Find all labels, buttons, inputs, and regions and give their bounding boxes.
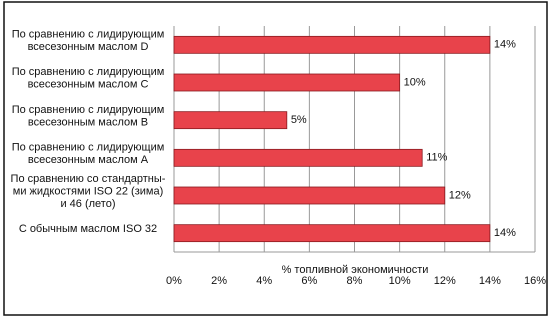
y-tick-label: всесезонным маслом A — [28, 154, 149, 166]
x-axis-label: % топливной экономичности — [282, 264, 429, 276]
bar — [173, 73, 401, 92]
y-tick-label: С обычным маслом ISO 32 — [19, 223, 157, 235]
y-tick-label: По сравнению с лидирующим — [12, 141, 165, 153]
value-label: 5% — [291, 114, 307, 126]
x-tick-label: 16% — [524, 275, 546, 287]
y-tick-label: По сравнению с лидирующим — [12, 28, 165, 40]
y-tick-label: всесезонным маслом B — [28, 116, 148, 128]
x-tick-label: 14% — [479, 275, 501, 287]
x-tick-label: 0% — [166, 275, 182, 287]
bar — [173, 186, 446, 205]
value-label: 11% — [426, 152, 447, 164]
x-tick-label: 6% — [301, 275, 317, 287]
value-label: 14% — [494, 39, 516, 51]
y-tick-label: всесезонным маслом D — [28, 41, 149, 53]
bar — [173, 35, 491, 54]
value-label: 12% — [449, 189, 471, 201]
y-tick-label: По сравнению с лидирующим — [12, 104, 165, 116]
y-tick-label: и 46 (лето) — [60, 198, 115, 210]
bar — [173, 148, 423, 167]
bar — [173, 224, 491, 243]
y-tick-label: всесезонным маслом C — [28, 79, 149, 91]
x-tick-label: 4% — [256, 275, 272, 287]
y-tick-label: По сравнению с лидирующим — [12, 66, 165, 78]
x-tick-label: 10% — [389, 275, 411, 287]
y-tick-label: ми жидкостями ISO 22 (зима) — [13, 185, 164, 197]
value-label: 14% — [494, 227, 516, 239]
bar — [173, 111, 288, 130]
x-tick-label: 2% — [211, 275, 227, 287]
x-tick-label: 12% — [434, 275, 456, 287]
value-label: 10% — [404, 76, 426, 88]
x-tick-label: 8% — [347, 275, 363, 287]
y-tick-label: По сравнению со стандартны- — [11, 173, 166, 185]
